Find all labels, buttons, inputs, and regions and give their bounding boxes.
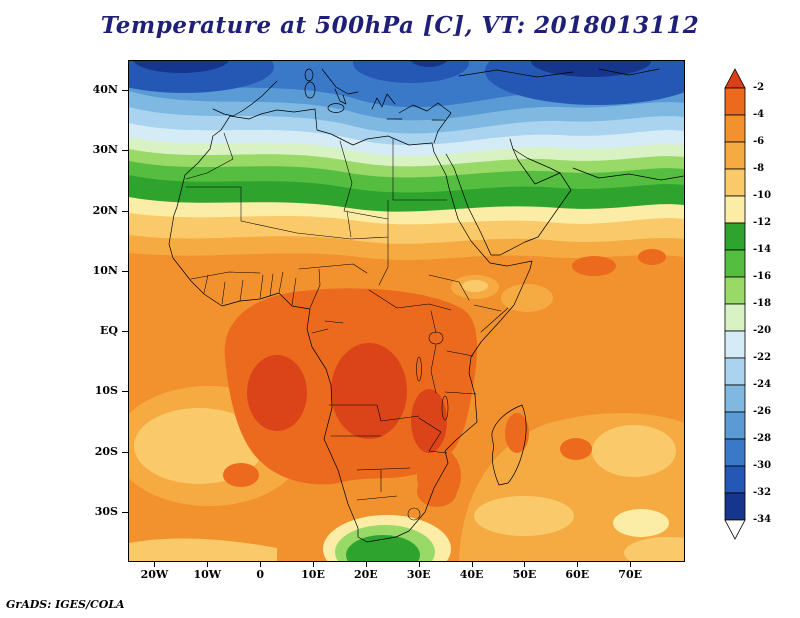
lon-tick-mark — [577, 561, 579, 567]
colorbar-tick-label: -4 — [753, 109, 765, 120]
colorbar-tick-label: -30 — [753, 460, 772, 471]
lake-victoria-outline — [428, 331, 444, 345]
lat-tick-label: EQ — [100, 324, 118, 338]
colorbar-segment — [724, 276, 746, 305]
colorbar-tick-label: -24 — [753, 379, 772, 390]
lat-tick-mark — [122, 210, 128, 212]
sardinia-outline — [304, 81, 316, 99]
colorbar-tick-label: -18 — [753, 298, 772, 309]
lon-tick-label: 20E — [353, 568, 378, 581]
lon-tick-label: 30E — [406, 568, 431, 581]
lat-tick-mark — [122, 90, 128, 92]
colorbar-segment — [724, 303, 746, 332]
temperature-field — [129, 61, 684, 561]
lon-tick-label: 40E — [459, 568, 484, 581]
colorbar-tick-label: -16 — [753, 271, 772, 282]
lon-tick-label: 60E — [565, 568, 590, 581]
lon-tick-mark — [154, 561, 156, 567]
colorbar-bottom-arrow — [724, 519, 746, 540]
grads-credit: GrADS: IGES/COLA — [6, 598, 125, 611]
lon-tick-mark — [524, 561, 526, 567]
colorbar-tick-label: -26 — [753, 406, 772, 417]
lat-tick-mark — [122, 331, 128, 333]
lat-tick-mark — [122, 150, 128, 152]
colorbar-segment — [724, 195, 746, 224]
lon-tick-label: 50E — [512, 568, 537, 581]
colorbar-segment — [724, 222, 746, 251]
lon-tick-mark — [313, 561, 314, 567]
colorbar-segment — [724, 114, 746, 143]
colorbar-svg — [724, 68, 746, 540]
lat-tick-label: 30N — [92, 143, 118, 157]
lat-tick-mark — [122, 391, 128, 393]
lon-tick-label: 20W — [140, 568, 169, 581]
arabia-coastline — [445, 138, 572, 256]
lon-tick-mark — [630, 561, 632, 567]
mediterranean-europe-coasts — [212, 68, 660, 144]
africa-coastline — [168, 108, 533, 543]
colorbar-segment — [724, 438, 746, 467]
corsica-outline — [304, 68, 314, 82]
colorbar-top-arrow — [724, 68, 746, 89]
lat-tick-label: 20S — [94, 444, 118, 458]
lon-tick-mark — [418, 561, 420, 567]
colorbar-tick-label: -14 — [753, 244, 772, 255]
colorbar-tick-label: -2 — [753, 82, 765, 93]
colorbar-segment — [724, 357, 746, 386]
temperature-map-svg — [129, 61, 684, 561]
lat-tick-mark — [122, 270, 128, 272]
colorbar-segment — [724, 87, 746, 116]
lake-tanganyika-outline — [416, 356, 422, 382]
colorbar-tick-label: -28 — [753, 433, 772, 444]
lon-tick-label: 10W — [193, 568, 222, 581]
plot-title: Temperature at 500hPa [C], VT: 201801311… — [100, 12, 700, 39]
colorbar-segment — [724, 411, 746, 440]
lon-tick-mark — [207, 561, 209, 567]
colorbar-tick-label: -34 — [753, 514, 772, 525]
lat-tick-label: 10S — [94, 384, 118, 398]
colorbar-tick-label: -8 — [753, 163, 765, 174]
lake-malawi-outline — [441, 395, 449, 421]
persian-gulf-iran-coast — [512, 148, 684, 181]
lat-tick-label: 40N — [92, 83, 118, 97]
lon-tick-mark — [260, 561, 262, 567]
lon-tick-label: 10E — [301, 568, 325, 581]
colorbar-tick-label: -22 — [753, 352, 772, 363]
lat-tick-label: 30S — [94, 504, 118, 518]
colorbar-tick-label: -20 — [753, 325, 772, 336]
lon-tick-label: 70E — [618, 568, 642, 581]
map-plot-area — [128, 60, 685, 562]
colorbar — [724, 68, 746, 544]
lon-tick-mark — [365, 561, 367, 567]
colorbar-segment — [724, 168, 746, 197]
lat-tick-mark — [122, 451, 128, 453]
colorbar-tick-label: -32 — [753, 487, 772, 498]
lesotho-border — [407, 507, 421, 521]
colorbar-segment — [724, 330, 746, 359]
lat-tick-mark — [122, 511, 128, 513]
lakes — [416, 331, 449, 421]
lat-tick-label: 10N — [92, 263, 118, 277]
colorbar-segment — [724, 249, 746, 278]
coastlines — [168, 68, 684, 543]
lon-tick-label: 0 — [256, 568, 264, 581]
colorbar-tick-label: -12 — [753, 217, 772, 228]
colorbar-segment — [724, 141, 746, 170]
colorbar-tick-label: -6 — [753, 136, 765, 147]
lat-tick-label: 20N — [92, 203, 118, 217]
sicily-outline — [327, 103, 345, 113]
colorbar-segment — [724, 384, 746, 413]
lon-tick-mark — [471, 561, 473, 567]
madagascar-coastline — [491, 404, 527, 486]
colorbar-segment — [724, 465, 746, 494]
country-borders — [185, 132, 509, 521]
colorbar-segment — [724, 492, 746, 521]
colorbar-tick-label: -10 — [753, 190, 772, 201]
